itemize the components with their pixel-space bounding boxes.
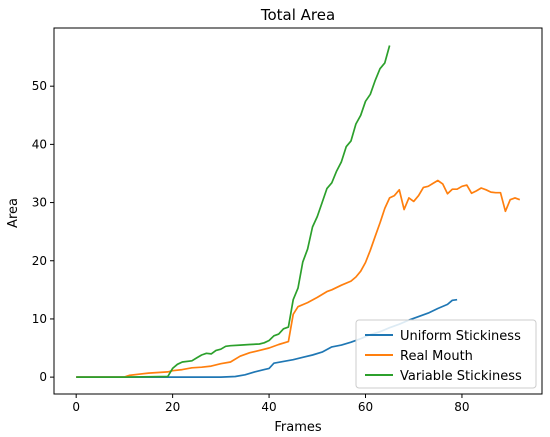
legend-label-2: Variable Stickiness (400, 369, 522, 384)
chart-title: Total Area (260, 6, 335, 24)
plot-area: 0 20 40 60 80 0 10 20 30 40 50 Uniform Stickiness Re… (32, 27, 543, 414)
y-tick-label-1: 10 (32, 312, 47, 326)
legend-label-1: Real Mouth (400, 349, 473, 364)
y-tick-label-4: 40 (32, 137, 47, 151)
x-tick-label-3: 60 (358, 400, 373, 414)
legend-box (355, 319, 537, 389)
series-line-0 (76, 298, 458, 378)
y-tick-label-2: 20 (32, 254, 47, 268)
y-tick-label-5: 50 (32, 79, 47, 93)
y-axis-title: Area (6, 198, 21, 228)
plot-frame (53, 27, 543, 395)
x-tick-label-0: 0 (72, 400, 80, 414)
legend-label-0: Uniform Stickiness (400, 329, 521, 344)
x-tick-label-4: 80 (454, 400, 469, 414)
x-tick-label-2: 40 (261, 400, 276, 414)
series-line-1 (76, 179, 521, 378)
x-axis-title: Frames (274, 420, 322, 435)
x-tick-label-1: 20 (165, 400, 180, 414)
series-line-2 (76, 45, 391, 378)
y-tick-label-0: 0 (39, 370, 47, 384)
y-tick-label-3: 30 (32, 196, 47, 210)
